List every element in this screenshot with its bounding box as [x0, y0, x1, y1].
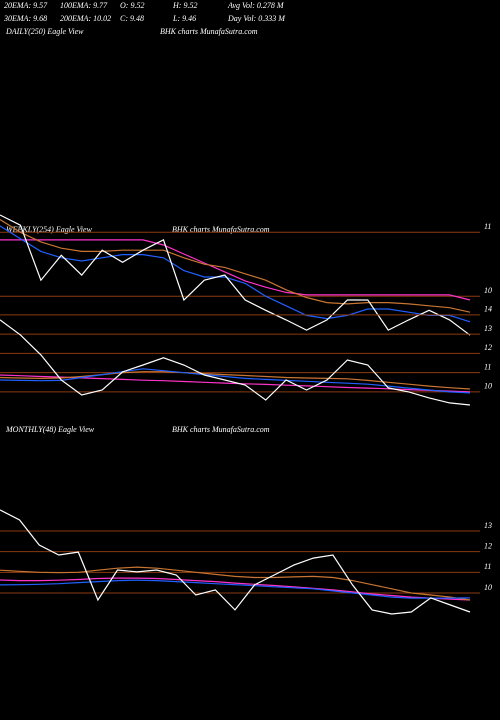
header-stat: H: 9.52 [172, 1, 197, 10]
y-tick-label: 10 [484, 382, 492, 391]
header-stat: 30EMA: 9.68 [3, 14, 47, 23]
series-line [0, 577, 471, 601]
y-tick-label: 14 [484, 305, 492, 314]
chart-title: MONTHLY(48) Eagle View [5, 425, 95, 434]
series-line [0, 566, 471, 601]
series-line [0, 214, 471, 336]
chart-subtitle: BHK charts MunafaSutra.com [172, 425, 270, 434]
series-line [0, 371, 471, 390]
y-tick-label: 10 [484, 286, 492, 295]
y-tick-label: 13 [484, 521, 492, 530]
header-stat: 200EMA: 10.02 [60, 14, 111, 23]
header-stat: C: 9.48 [120, 14, 144, 23]
chart-subtitle: BHK charts MunafaSutra.com [172, 225, 270, 234]
chart-title: WEEKLY(254) Eagle View [6, 225, 93, 234]
y-tick-label: 13 [484, 324, 492, 333]
series-line [0, 218, 471, 313]
header-stat: Avg Vol: 0.278 M [227, 1, 285, 10]
y-tick-label: 12 [484, 343, 492, 352]
series-line [0, 239, 471, 301]
y-tick-label: 10 [484, 583, 492, 592]
header-stat: 100EMA: 9.77 [60, 1, 108, 10]
y-tick-label: 11 [484, 362, 491, 371]
chart-subtitle: BHK charts MunafaSutra.com [160, 27, 258, 36]
series-line [0, 368, 471, 394]
header: 20EMA: 9.57 100EMA: 9.77 O: 9.52 H: 9.52… [3, 1, 286, 23]
series-line [0, 509, 471, 615]
header-stat: L: 9.46 [172, 14, 196, 23]
y-tick-label: 11 [484, 222, 491, 231]
series-line [0, 579, 471, 599]
header-stat: O: 9.52 [120, 1, 144, 10]
header-stat: 20EMA: 9.57 [4, 1, 48, 10]
chart-title: DAILY(250) Eagle View [5, 27, 84, 36]
y-tick-label: 11 [484, 562, 491, 571]
series-line [0, 319, 471, 406]
series-line [0, 225, 471, 323]
y-tick-label: 12 [484, 541, 492, 550]
header-stat: Day Vol: 0.333 M [227, 14, 286, 23]
